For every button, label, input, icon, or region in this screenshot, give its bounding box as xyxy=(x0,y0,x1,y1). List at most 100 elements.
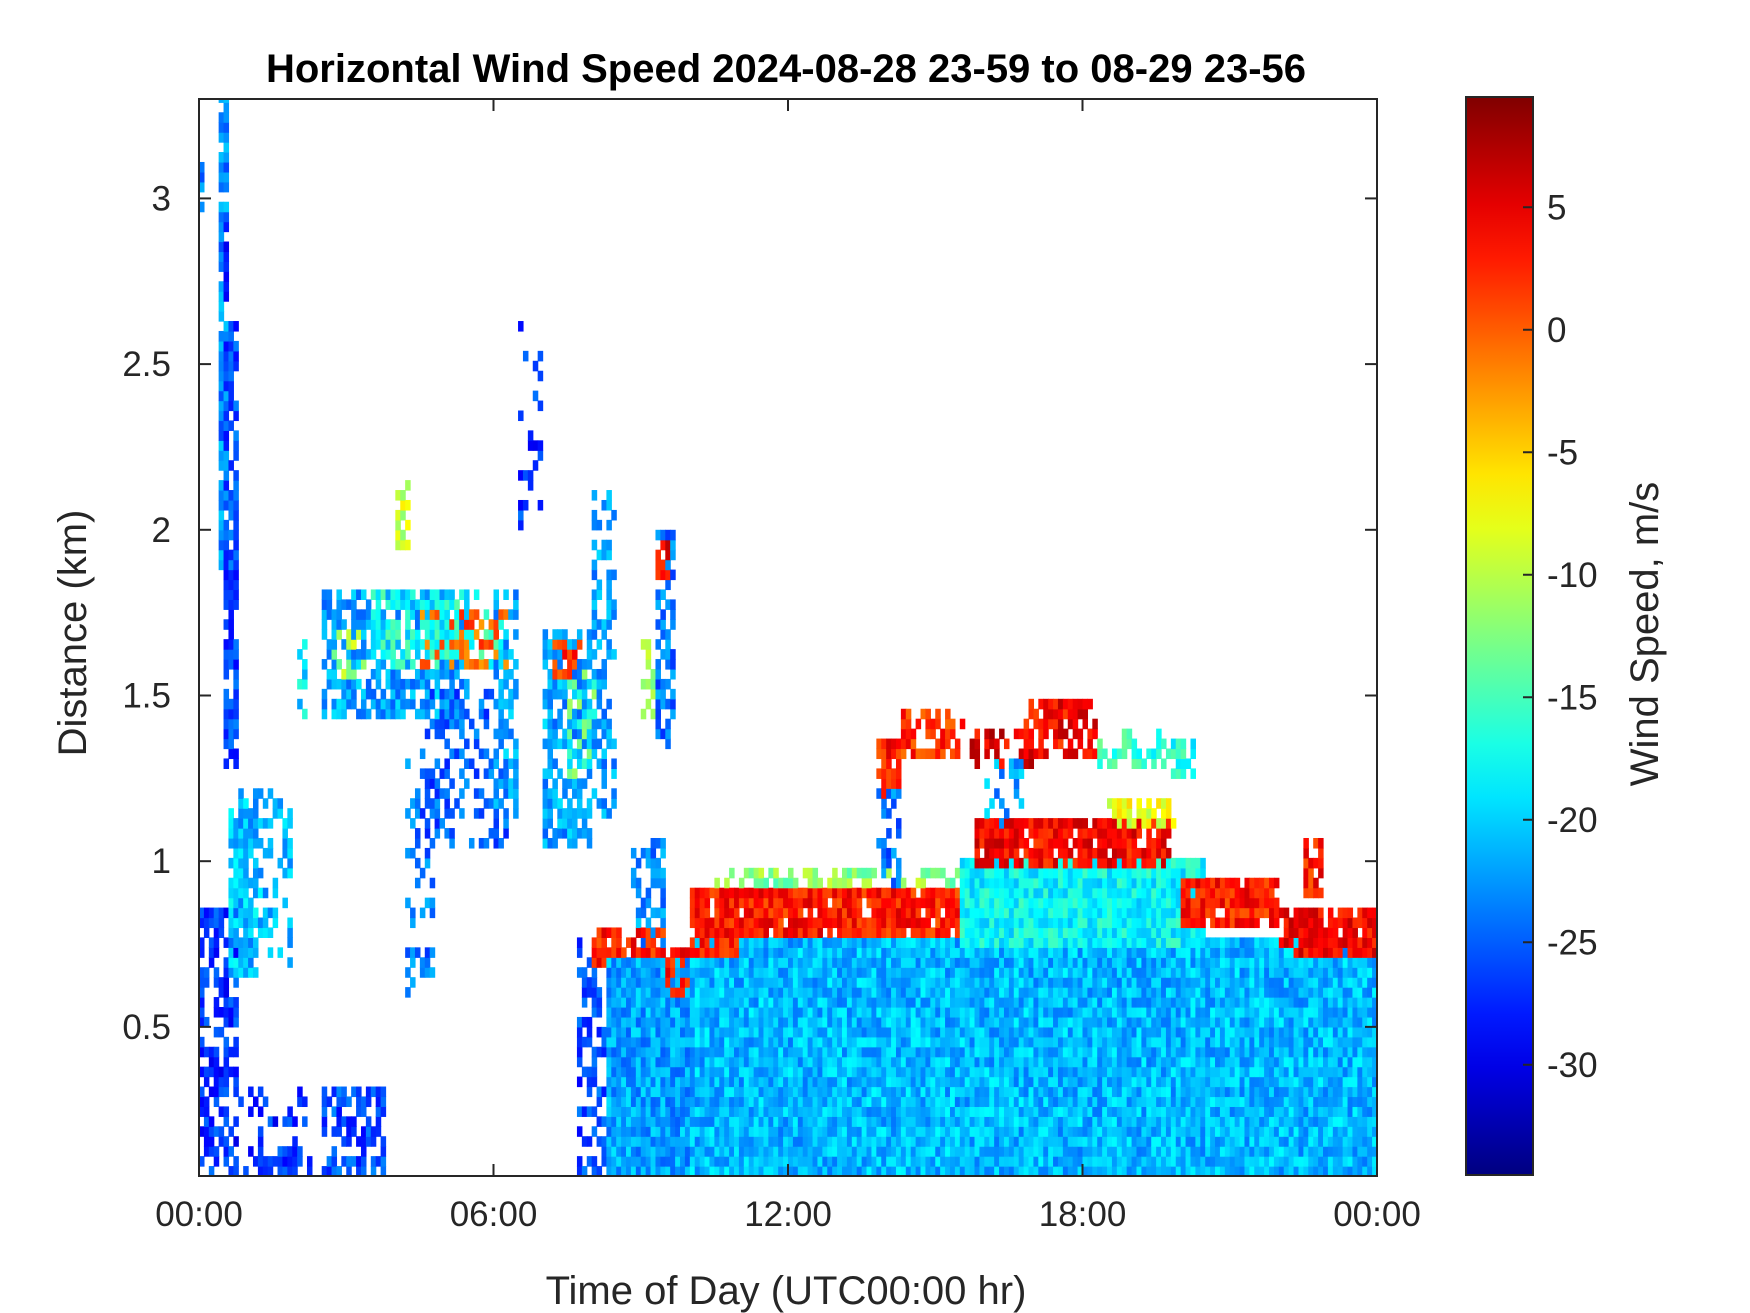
heatmap-cell xyxy=(886,1146,892,1157)
heatmap-cell xyxy=(949,1086,956,1098)
heatmap-cell xyxy=(645,887,652,899)
heatmap-cell xyxy=(513,599,519,610)
heatmap-cell xyxy=(709,1066,715,1078)
heatmap-cell xyxy=(773,1146,779,1157)
heatmap-cell xyxy=(601,1036,607,1048)
heatmap-cell xyxy=(591,678,598,690)
heatmap-cell xyxy=(331,649,338,660)
heatmap-cell xyxy=(895,1066,902,1078)
heatmap-cell xyxy=(601,708,607,720)
heatmap-cell xyxy=(925,718,931,730)
heatmap-cell xyxy=(905,977,912,988)
heatmap-cell xyxy=(429,967,436,978)
heatmap-cell xyxy=(1121,1006,1128,1018)
heatmap-cell xyxy=(449,599,455,610)
heatmap-cell xyxy=(223,281,230,292)
heatmap-cell xyxy=(601,1046,607,1058)
heatmap-cell xyxy=(871,1076,877,1088)
heatmap-cell xyxy=(341,619,347,630)
heatmap-cell xyxy=(223,152,230,163)
heatmap-cell xyxy=(360,708,367,720)
heatmap-cell xyxy=(542,837,549,849)
heatmap-cell xyxy=(925,1106,931,1117)
heatmap-cell xyxy=(891,1086,897,1098)
heatmap-cell xyxy=(1043,748,1049,760)
heatmap-cell xyxy=(675,1076,681,1088)
heatmap-cell xyxy=(930,1066,936,1078)
heatmap-cell xyxy=(861,1016,868,1028)
heatmap-cell xyxy=(1008,1166,1015,1177)
heatmap-cell xyxy=(920,917,927,929)
heatmap-cell xyxy=(395,599,401,610)
heatmap-cell xyxy=(360,619,367,630)
heatmap-cell xyxy=(910,1066,917,1078)
heatmap-cell xyxy=(365,688,372,700)
heatmap-cell xyxy=(400,490,406,501)
heatmap-cell xyxy=(709,997,715,1008)
heatmap-cell xyxy=(233,977,239,988)
heatmap-cell xyxy=(576,1126,583,1137)
heatmap-cell xyxy=(1053,857,1059,869)
heatmap-cell xyxy=(606,1016,612,1028)
heatmap-cell xyxy=(218,152,225,163)
heatmap-cell xyxy=(1057,967,1064,978)
heatmap-cell xyxy=(562,649,568,660)
heatmap-cell xyxy=(905,1136,912,1147)
heatmap-cell xyxy=(1043,867,1049,879)
heatmap-cell xyxy=(812,1056,819,1068)
heatmap-cell xyxy=(208,1136,215,1147)
heatmap-cell xyxy=(699,1046,706,1058)
heatmap-cell xyxy=(797,1086,804,1098)
heatmap-cell xyxy=(837,1026,843,1038)
heatmap-cell xyxy=(940,748,946,760)
heatmap-cell xyxy=(606,1046,612,1058)
heatmap-cell xyxy=(434,629,441,640)
heatmap-cell xyxy=(287,818,293,829)
heatmap-cell xyxy=(252,857,259,869)
heatmap-cell xyxy=(792,987,799,998)
heatmap-cell xyxy=(680,1156,686,1167)
heatmap-cell xyxy=(341,639,347,650)
heatmap-cell xyxy=(1018,818,1025,829)
heatmap-cell xyxy=(964,907,971,919)
heatmap-cell xyxy=(616,967,622,978)
heatmap-cell xyxy=(778,1006,784,1018)
heatmap-cell xyxy=(518,410,524,422)
heatmap-cell xyxy=(503,728,509,740)
heatmap-cell xyxy=(203,1066,210,1078)
heatmap-cell xyxy=(655,997,661,1008)
heatmap-cell xyxy=(1097,738,1103,750)
heatmap-cell xyxy=(581,1016,588,1028)
heatmap-cell xyxy=(964,1016,971,1028)
heatmap-cell xyxy=(1053,1096,1059,1108)
heatmap-cell xyxy=(905,718,912,730)
heatmap-cell xyxy=(233,897,239,909)
heatmap-cell xyxy=(1018,1036,1025,1048)
heatmap-cell xyxy=(910,1146,917,1157)
heatmap-cell xyxy=(822,947,828,958)
heatmap-cell xyxy=(841,917,848,929)
heatmap-cell xyxy=(287,927,293,938)
heatmap-cell xyxy=(905,1096,912,1108)
heatmap-cell xyxy=(493,619,500,630)
heatmap-cell xyxy=(473,629,480,640)
heatmap-cell xyxy=(611,1136,617,1147)
heatmap-cell xyxy=(478,788,485,799)
heatmap-cell xyxy=(748,957,755,968)
heatmap-cell xyxy=(969,1026,976,1038)
heatmap-cell xyxy=(886,1066,892,1078)
heatmap-cell xyxy=(508,698,514,710)
heatmap-cell xyxy=(812,937,819,948)
heatmap-cell xyxy=(1077,917,1084,929)
heatmap-cell xyxy=(616,1016,622,1028)
heatmap-cell xyxy=(331,698,338,710)
heatmap-cell xyxy=(1013,977,1020,988)
heatmap-cell xyxy=(861,887,868,899)
heatmap-cell xyxy=(601,927,607,938)
heatmap-cell xyxy=(635,1096,642,1108)
heatmap-cell xyxy=(773,1116,779,1127)
heatmap-cell xyxy=(464,599,470,610)
heatmap-cell xyxy=(837,1056,843,1068)
heatmap-cell xyxy=(655,867,661,879)
heatmap-cell xyxy=(1116,1056,1123,1068)
